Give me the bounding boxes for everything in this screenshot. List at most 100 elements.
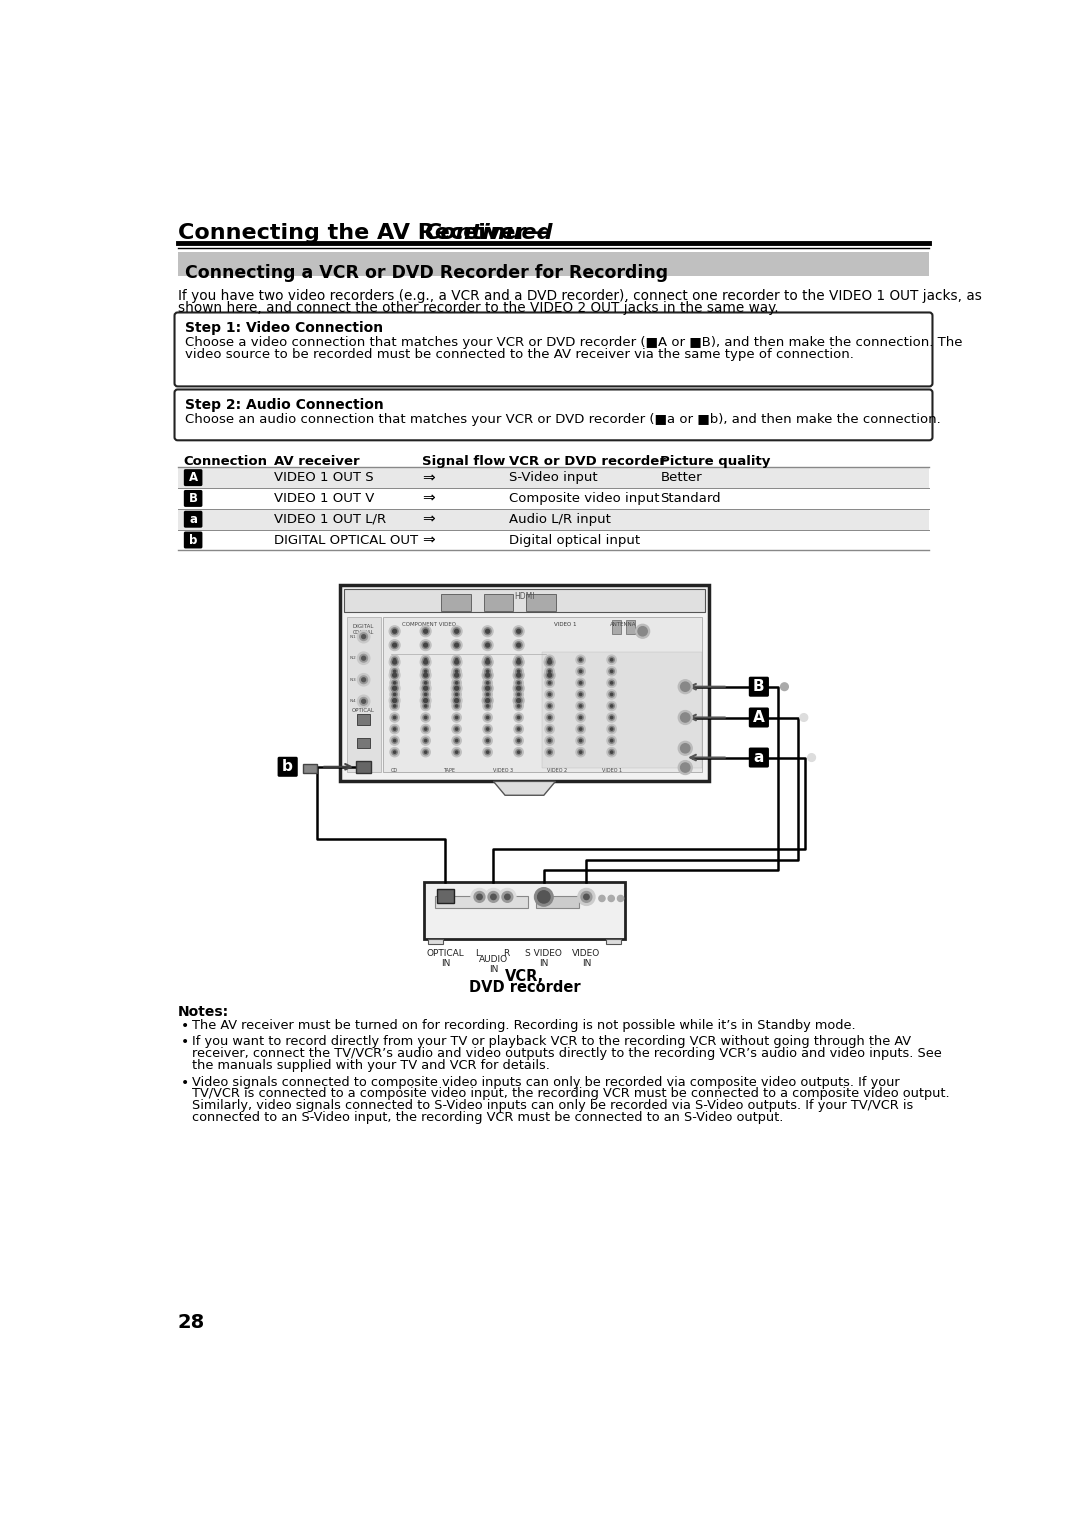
Circle shape (580, 682, 582, 684)
Circle shape (607, 702, 617, 711)
FancyBboxPatch shape (748, 708, 769, 728)
Text: a: a (189, 513, 198, 526)
Text: TAPE: TAPE (443, 768, 455, 774)
Circle shape (483, 655, 492, 664)
Circle shape (609, 681, 615, 685)
Circle shape (422, 641, 429, 649)
Circle shape (420, 639, 431, 650)
Text: VIDEO
IN: VIDEO IN (572, 949, 600, 967)
Circle shape (482, 656, 494, 667)
Circle shape (578, 726, 583, 732)
Circle shape (456, 740, 458, 742)
Circle shape (486, 659, 489, 661)
Bar (357, 760, 369, 772)
Circle shape (504, 894, 510, 900)
Circle shape (454, 726, 459, 732)
Circle shape (580, 751, 582, 754)
Circle shape (609, 749, 615, 755)
Circle shape (513, 696, 524, 707)
Bar (340, 584, 708, 781)
Circle shape (608, 896, 615, 902)
Circle shape (680, 763, 690, 772)
Circle shape (454, 668, 459, 674)
Circle shape (424, 659, 427, 661)
Circle shape (486, 716, 489, 719)
Circle shape (546, 714, 552, 720)
Circle shape (514, 713, 524, 722)
Circle shape (618, 896, 623, 902)
Text: S-Video input: S-Video input (509, 472, 597, 484)
Bar (437, 890, 454, 903)
FancyBboxPatch shape (175, 389, 932, 441)
Circle shape (546, 659, 553, 665)
Circle shape (421, 736, 430, 745)
Circle shape (420, 670, 431, 681)
Circle shape (609, 668, 615, 674)
Text: IN1: IN1 (350, 635, 356, 639)
Text: Composite video input: Composite video input (509, 491, 659, 505)
Circle shape (424, 705, 427, 707)
Circle shape (486, 693, 489, 696)
Circle shape (545, 655, 554, 664)
Circle shape (485, 658, 490, 662)
Circle shape (357, 652, 369, 664)
Circle shape (580, 740, 582, 742)
Circle shape (456, 728, 458, 731)
Circle shape (545, 690, 554, 699)
Bar (177, 467, 930, 488)
Circle shape (516, 661, 521, 664)
Circle shape (456, 670, 458, 673)
Circle shape (607, 748, 617, 757)
Circle shape (638, 627, 647, 636)
Circle shape (482, 670, 494, 681)
Circle shape (360, 655, 367, 662)
Circle shape (535, 888, 553, 906)
Circle shape (610, 670, 612, 673)
Text: Notes:: Notes: (177, 1004, 229, 1019)
Circle shape (451, 667, 461, 676)
Circle shape (392, 668, 397, 674)
Circle shape (456, 682, 458, 684)
Circle shape (424, 740, 427, 742)
Circle shape (486, 670, 489, 673)
Circle shape (514, 736, 524, 745)
Circle shape (455, 642, 459, 647)
Text: Similarly, video signals connected to S-Video inputs can only be recorded via S-: Similarly, video signals connected to S-… (191, 1099, 913, 1112)
Circle shape (393, 693, 395, 696)
Circle shape (357, 696, 369, 708)
Circle shape (423, 661, 428, 664)
Circle shape (423, 681, 429, 685)
Circle shape (455, 699, 459, 702)
Circle shape (549, 716, 551, 719)
Circle shape (390, 736, 400, 745)
Text: COAXIAL: COAXIAL (353, 630, 375, 635)
Text: •: • (180, 1018, 189, 1033)
Circle shape (545, 702, 554, 711)
Circle shape (362, 678, 365, 682)
Text: the manuals supplied with your TV and VCR for details.: the manuals supplied with your TV and VC… (191, 1059, 550, 1071)
Circle shape (455, 687, 459, 690)
Circle shape (421, 702, 430, 711)
Text: shown here, and connect the other recorder to the VIDEO 2 OUT jacks in the same : shown here, and connect the other record… (177, 301, 779, 314)
Circle shape (580, 659, 582, 661)
Circle shape (423, 739, 429, 743)
Circle shape (609, 703, 615, 708)
Polygon shape (494, 781, 555, 795)
Circle shape (580, 705, 582, 707)
Circle shape (393, 699, 396, 702)
Circle shape (423, 629, 428, 633)
Text: If you have two video recorders (e.g., a VCR and a DVD recorder), connect one re: If you have two video recorders (e.g., a… (177, 288, 982, 302)
Circle shape (393, 716, 395, 719)
Text: VIDEO 3: VIDEO 3 (494, 768, 513, 774)
Circle shape (488, 891, 499, 902)
Circle shape (451, 736, 461, 745)
Text: Step 2: Audio Connection: Step 2: Audio Connection (186, 398, 384, 412)
FancyBboxPatch shape (184, 490, 202, 507)
Circle shape (546, 739, 552, 743)
Circle shape (483, 713, 492, 722)
Circle shape (516, 687, 521, 690)
Circle shape (680, 713, 690, 722)
Text: Choose a video connection that matches your VCR or DVD recorder (■A or ■B), and : Choose a video connection that matches y… (186, 336, 963, 348)
Circle shape (424, 751, 427, 754)
Text: VIDEO 1: VIDEO 1 (602, 768, 622, 774)
